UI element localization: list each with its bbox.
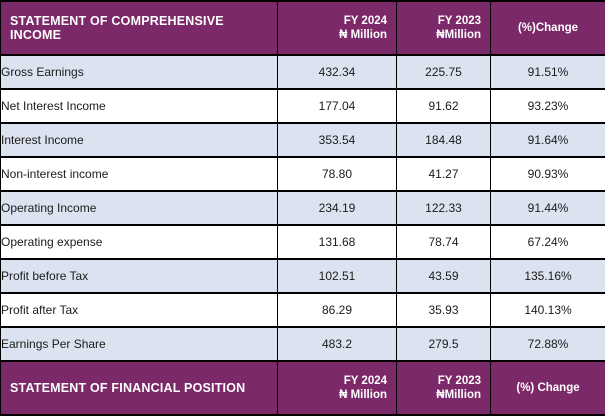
change-value: 90.93%	[490, 156, 605, 192]
fy2024-value: 234.19	[277, 190, 397, 226]
fy2023-value: 78.74	[396, 224, 491, 260]
row-label: Earnings Per Share	[0, 326, 278, 362]
table-row: Operating Income 234.19 122.33 91.44%	[0, 190, 605, 226]
column-header-change: (%)Change	[490, 0, 605, 56]
fy2024-value: 483.2	[277, 326, 397, 362]
fy2023-value: 41.27	[396, 156, 491, 192]
table-row: Earnings Per Share 483.2 279.5 72.88%	[0, 326, 605, 362]
fy2024-value: 102.51	[277, 258, 397, 294]
table-row: Profit after Tax 86.29 35.93 140.13%	[0, 292, 605, 328]
fy2023-value: 279.5	[396, 326, 491, 362]
fy2024-unit: ₦ Million	[339, 389, 387, 401]
table-row: Net Interest Income 177.04 91.62 93.23%	[0, 88, 605, 124]
table-row: Profit before Tax 102.51 43.59 135.16%	[0, 258, 605, 294]
table-row: Gross Earnings 432.34 225.75 91.51%	[0, 54, 605, 90]
change-value: 91.64%	[490, 122, 605, 158]
fy2023-label: FY 2023	[437, 15, 481, 27]
fy2023-value: 122.33	[396, 190, 491, 226]
change-value: 72.88%	[490, 326, 605, 362]
row-label: Profit after Tax	[0, 292, 278, 328]
row-label: Profit before Tax	[0, 258, 278, 294]
footer-column-header-fy2023: FY 2023 ₦Million	[396, 360, 491, 416]
table-footer-row: STATEMENT OF FINANCIAL POSITION FY 2024 …	[0, 360, 605, 416]
footer-column-header-change: (%) Change	[490, 360, 605, 416]
fy2023-value: 35.93	[396, 292, 491, 328]
change-value: 135.16%	[490, 258, 605, 294]
section-title-comprehensive-income: STATEMENT OF COMPREHENSIVE INCOME	[0, 0, 278, 56]
change-value: 91.44%	[490, 190, 605, 226]
row-label: Operating expense	[0, 224, 278, 260]
column-header-fy2023: FY 2023 ₦Million	[396, 0, 491, 56]
change-value: 67.24%	[490, 224, 605, 260]
row-label: Gross Earnings	[0, 54, 278, 90]
section-title-financial-position: STATEMENT OF FINANCIAL POSITION	[0, 360, 278, 416]
fy2023-label: FY 2023	[437, 375, 481, 387]
footer-column-header-fy2024: FY 2024 ₦ Million	[277, 360, 397, 416]
table-row: Interest Income 353.54 184.48 91.64%	[0, 122, 605, 158]
fy2024-value: 353.54	[277, 122, 397, 158]
change-value: 140.13%	[490, 292, 605, 328]
fy2023-unit: ₦Million	[436, 29, 481, 41]
fy2023-value: 225.75	[396, 54, 491, 90]
fy2024-value: 78.80	[277, 156, 397, 192]
fy2023-value: 184.48	[396, 122, 491, 158]
fy2024-value: 432.34	[277, 54, 397, 90]
fy2024-value: 86.29	[277, 292, 397, 328]
change-value: 93.23%	[490, 88, 605, 124]
row-label: Non-interest income	[0, 156, 278, 192]
fy2023-value: 91.62	[396, 88, 491, 124]
fy2024-label: FY 2024	[343, 375, 387, 387]
fy2024-value: 131.68	[277, 224, 397, 260]
fy2024-label: FY 2024	[343, 15, 387, 27]
change-value: 91.51%	[490, 54, 605, 90]
row-label: Operating Income	[0, 190, 278, 226]
fy2024-unit: ₦ Million	[339, 29, 387, 41]
fy2023-unit: ₦Million	[436, 389, 481, 401]
table-header-row: STATEMENT OF COMPREHENSIVE INCOME FY 202…	[0, 0, 605, 56]
row-label: Interest Income	[0, 122, 278, 158]
table-row: Non-interest income 78.80 41.27 90.93%	[0, 156, 605, 192]
fy2024-value: 177.04	[277, 88, 397, 124]
fy2023-value: 43.59	[396, 258, 491, 294]
column-header-fy2024: FY 2024 ₦ Million	[277, 0, 397, 56]
row-label: Net Interest Income	[0, 88, 278, 124]
table-row: Operating expense 131.68 78.74 67.24%	[0, 224, 605, 260]
